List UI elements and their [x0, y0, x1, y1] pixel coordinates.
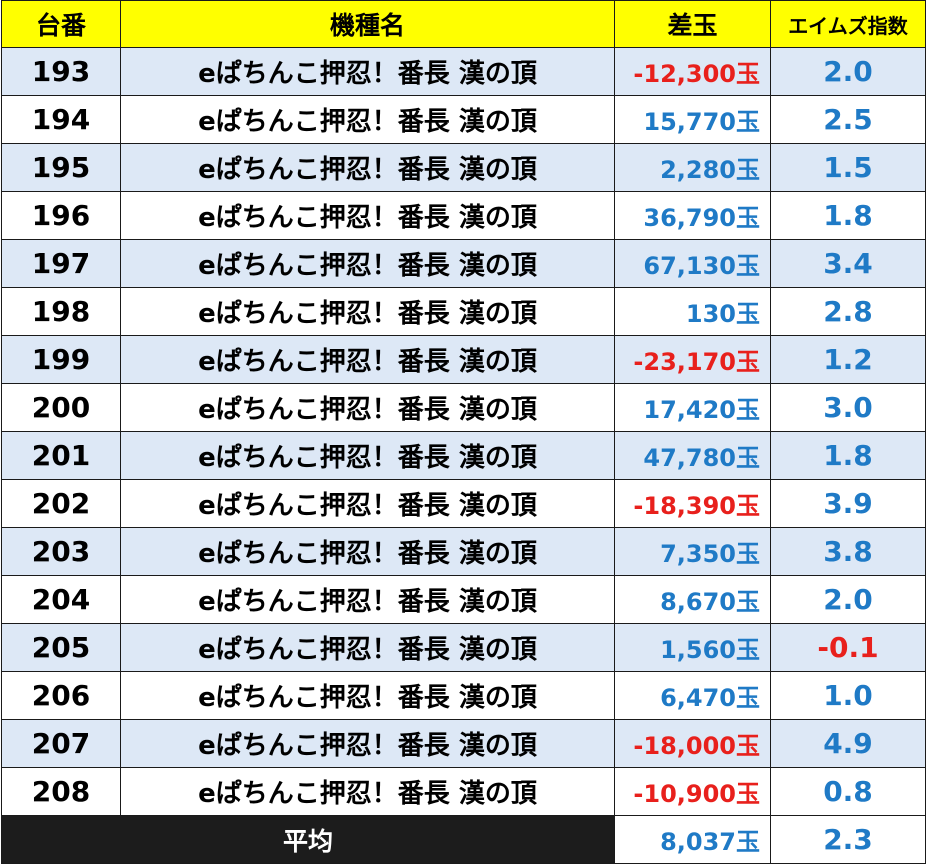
table-row: 197 eぱちんこ押忍！番長 漢の頂 67,130玉 3.4: [1, 239, 926, 288]
machine-number: 203: [1, 527, 121, 576]
ball-difference: 15,770玉: [614, 95, 771, 144]
ball-difference: 8,670玉: [614, 575, 771, 624]
model-name: eぱちんこ押忍！番長 漢の頂: [120, 47, 615, 96]
aims-index: 1.8: [770, 431, 926, 480]
ball-difference: 17,420玉: [614, 383, 771, 432]
table-row: 202 eぱちんこ押忍！番長 漢の頂 -18,390玉 3.9: [1, 479, 926, 528]
model-name: eぱちんこ押忍！番長 漢の頂: [120, 479, 615, 528]
model-name: eぱちんこ押忍！番長 漢の頂: [120, 335, 615, 384]
model-name: eぱちんこ押忍！番長 漢の頂: [120, 95, 615, 144]
model-name: eぱちんこ押忍！番長 漢の頂: [120, 767, 615, 816]
ball-difference: 6,470玉: [614, 671, 771, 720]
aims-index: 1.5: [770, 143, 926, 192]
ball-difference: 47,780玉: [614, 431, 771, 480]
machine-number: 199: [1, 335, 121, 384]
aims-index: 3.9: [770, 479, 926, 528]
machine-number: 206: [1, 671, 121, 720]
table-row: 196 eぱちんこ押忍！番長 漢の頂 36,790玉 1.8: [1, 191, 926, 240]
model-name: eぱちんこ押忍！番長 漢の頂: [120, 527, 615, 576]
aims-index: 3.8: [770, 527, 926, 576]
model-name: eぱちんこ押忍！番長 漢の頂: [120, 143, 615, 192]
ball-difference: -23,170玉: [614, 335, 771, 384]
header-aims-index: エイムズ指数: [770, 0, 926, 48]
average-ball-difference: 8,037玉: [614, 815, 771, 864]
model-name: eぱちんこ押忍！番長 漢の頂: [120, 383, 615, 432]
aims-index: 2.5: [770, 95, 926, 144]
model-name: eぱちんこ押忍！番長 漢の頂: [120, 719, 615, 768]
machine-number: 200: [1, 383, 121, 432]
ball-difference: 67,130玉: [614, 239, 771, 288]
machine-number: 208: [1, 767, 121, 816]
model-name: eぱちんこ押忍！番長 漢の頂: [120, 191, 615, 240]
table-row: 199 eぱちんこ押忍！番長 漢の頂 -23,170玉 1.2: [1, 335, 926, 384]
header-model-name: 機種名: [120, 0, 615, 48]
ball-difference: 1,560玉: [614, 623, 771, 672]
model-name: eぱちんこ押忍！番長 漢の頂: [120, 575, 615, 624]
aims-index: 1.2: [770, 335, 926, 384]
aims-index: 1.8: [770, 191, 926, 240]
ball-difference: -10,900玉: [614, 767, 771, 816]
machine-number: 194: [1, 95, 121, 144]
machine-number: 196: [1, 191, 121, 240]
aims-index: 3.0: [770, 383, 926, 432]
machine-number: 195: [1, 143, 121, 192]
ball-difference: 2,280玉: [614, 143, 771, 192]
table-row: 198 eぱちんこ押忍！番長 漢の頂 130玉 2.8: [1, 287, 926, 336]
ball-difference: 130玉: [614, 287, 771, 336]
table-row: 203 eぱちんこ押忍！番長 漢の頂 7,350玉 3.8: [1, 527, 926, 576]
aims-index: 2.0: [770, 47, 926, 96]
ball-difference: -18,000玉: [614, 719, 771, 768]
table-row: 205 eぱちんこ押忍！番長 漢の頂 1,560玉 -0.1: [1, 623, 926, 672]
header-ball-difference: 差玉: [614, 0, 771, 48]
machine-number: 205: [1, 623, 121, 672]
aims-index: 3.4: [770, 239, 926, 288]
machine-number: 198: [1, 287, 121, 336]
machine-number: 201: [1, 431, 121, 480]
aims-index: -0.1: [770, 623, 926, 672]
machine-number: 197: [1, 239, 121, 288]
table-row: 195 eぱちんこ押忍！番長 漢の頂 2,280玉 1.5: [1, 143, 926, 192]
model-name: eぱちんこ押忍！番長 漢の頂: [120, 239, 615, 288]
average-aims-index: 2.3: [770, 815, 926, 864]
model-name: eぱちんこ押忍！番長 漢の頂: [120, 671, 615, 720]
ball-difference: 36,790玉: [614, 191, 771, 240]
machine-number: 193: [1, 47, 121, 96]
table-row: 201 eぱちんこ押忍！番長 漢の頂 47,780玉 1.8: [1, 431, 926, 480]
machine-number: 202: [1, 479, 121, 528]
model-name: eぱちんこ押忍！番長 漢の頂: [120, 623, 615, 672]
average-label: 平均: [1, 815, 615, 864]
table-row: 206 eぱちんこ押忍！番長 漢の頂 6,470玉 1.0: [1, 671, 926, 720]
table-row: 200 eぱちんこ押忍！番長 漢の頂 17,420玉 3.0: [1, 383, 926, 432]
machine-number: 207: [1, 719, 121, 768]
table-row: 193 eぱちんこ押忍！番長 漢の頂 -12,300玉 2.0: [1, 47, 926, 96]
aims-index: 2.0: [770, 575, 926, 624]
aims-index: 0.8: [770, 767, 926, 816]
table-row: 194 eぱちんこ押忍！番長 漢の頂 15,770玉 2.5: [1, 95, 926, 144]
model-name: eぱちんこ押忍！番長 漢の頂: [120, 287, 615, 336]
header-machine-number: 台番: [1, 0, 121, 48]
header-row: 台番 機種名 差玉 エイムズ指数: [1, 0, 926, 48]
aims-index: 1.0: [770, 671, 926, 720]
table-row: 208 eぱちんこ押忍！番長 漢の頂 -10,900玉 0.8: [1, 767, 926, 816]
model-name: eぱちんこ押忍！番長 漢の頂: [120, 431, 615, 480]
machine-number: 204: [1, 575, 121, 624]
ball-difference: -18,390玉: [614, 479, 771, 528]
aims-index: 2.8: [770, 287, 926, 336]
average-row: 平均 8,037玉 2.3: [1, 815, 926, 864]
ball-difference: -12,300玉: [614, 47, 771, 96]
table-row: 204 eぱちんこ押忍！番長 漢の頂 8,670玉 2.0: [1, 575, 926, 624]
ball-difference: 7,350玉: [614, 527, 771, 576]
table-row: 207 eぱちんこ押忍！番長 漢の頂 -18,000玉 4.9: [1, 719, 926, 768]
aims-index: 4.9: [770, 719, 926, 768]
